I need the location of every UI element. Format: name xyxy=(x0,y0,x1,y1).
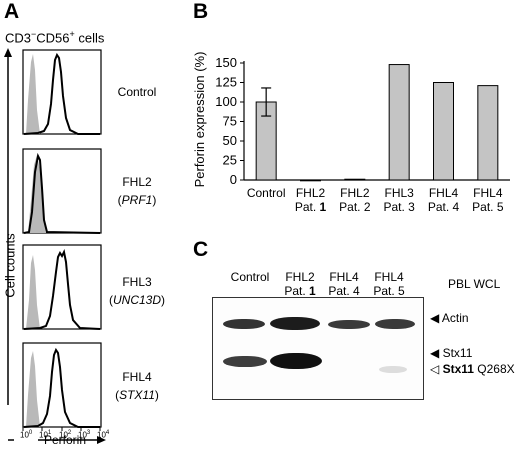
panel-a-title: CD3−CD56+ cells xyxy=(5,29,104,45)
histogram-control xyxy=(22,49,102,135)
x-tick-label: FHL4 xyxy=(473,186,503,200)
row-sublabel: UNC13D xyxy=(112,293,161,307)
y-tick-label: 150 xyxy=(215,55,237,70)
y-tick-label: 50 xyxy=(223,133,237,148)
panel-a-xlabel: Perforin xyxy=(44,433,87,447)
x-tick-label: 104 xyxy=(97,430,110,440)
histogram-fhl2 xyxy=(22,148,102,234)
x-axis-arrowhead xyxy=(97,436,106,444)
row-label-fhl3: FHL3 (UNC13D) xyxy=(102,275,172,307)
band-actin-fhl2 xyxy=(270,317,320,330)
bar xyxy=(300,179,321,182)
bar xyxy=(388,64,410,181)
y-axis-label: Perforin expression (%) xyxy=(192,52,207,188)
x-tick-label-line2: Pat. 1 xyxy=(295,200,327,214)
bar xyxy=(477,85,499,181)
band-actin-pat4 xyxy=(328,320,370,329)
blot-header-pbl-wcl: PBL WCL xyxy=(448,277,501,291)
bar xyxy=(433,82,454,181)
panel-c-letter: C xyxy=(193,238,209,261)
panel-b-letter: B xyxy=(193,0,209,23)
y-tick-label: 25 xyxy=(223,153,237,168)
title-cd3: CD3 xyxy=(5,30,32,46)
lane-label-fhl4-pat4: FHL4 Pat. 4 xyxy=(328,270,360,298)
title-cells: cells xyxy=(74,30,105,46)
bar xyxy=(344,178,366,181)
row-sublabel: STX11 xyxy=(119,388,155,402)
lane-label-fhl2-pat1: FHL2 Pat. 1 xyxy=(284,270,316,298)
title-sup-neg: − xyxy=(31,29,37,39)
x-tick-label-line2: Pat. 2 xyxy=(339,200,371,214)
western-blot xyxy=(212,297,424,400)
row-label-main: FHL3 xyxy=(122,275,152,289)
y-tick-label: 75 xyxy=(223,114,237,129)
row-label-main: FHL2 xyxy=(122,175,152,189)
x-tick-label-line2: Pat. 3 xyxy=(383,200,415,214)
filled-arrow-icon: ◀ xyxy=(430,311,440,325)
open-arrow-icon: ◁ xyxy=(430,362,440,376)
histogram-fhl4 xyxy=(22,342,102,428)
panel-a-ylabel: Cell counts xyxy=(2,233,18,298)
row-label-fhl4: FHL4 (STX11) xyxy=(104,370,170,402)
x-tick-label-line2: Pat. 5 xyxy=(472,200,504,214)
x-tick-label: FHL2 xyxy=(340,186,370,200)
x-tick-label: FHL4 xyxy=(429,186,459,200)
row-label-control: Control xyxy=(117,85,157,99)
band-stx11-fhl2 xyxy=(270,353,322,369)
panel-a-plots xyxy=(4,48,106,444)
histogram-fhl3 xyxy=(22,244,102,330)
filled-arrow-icon: ◀ xyxy=(430,346,440,360)
y-tick-label: 100 xyxy=(215,94,237,109)
row-sublabel: PRF1 xyxy=(121,193,153,207)
label-stx11: ◀ Stx11 xyxy=(430,346,473,360)
lane-label-control: Control xyxy=(230,270,270,284)
label-stx11-q268x: ◁ Stx11 Q268X xyxy=(430,362,515,376)
row-label-main: FHL4 xyxy=(122,370,152,384)
x-tick-label: Control xyxy=(247,186,286,200)
perforin-bar-chart: 0 25 50 75 100 125 150 Perforin expression (%) C… xyxy=(192,52,510,214)
x-tick-label-line2: Pat. 4 xyxy=(428,200,460,214)
x-tick-label: 102 xyxy=(59,430,72,440)
title-sup-pos: + xyxy=(69,29,75,39)
x-tick-label: 103 xyxy=(78,430,91,440)
band-actin-control xyxy=(223,319,265,329)
row-label-fhl2: FHL2 (PRF1) xyxy=(104,175,170,207)
lane-label-fhl4-pat5: FHL4 Pat. 5 xyxy=(373,270,405,298)
y-axis-arrowhead xyxy=(4,48,12,57)
y-tick-label: 125 xyxy=(215,75,237,90)
x-tick-label: FHL3 xyxy=(384,186,414,200)
x-tick-label: 101 xyxy=(39,430,52,440)
title-cd56: CD56 xyxy=(36,30,70,46)
y-tick-label: 0 xyxy=(230,172,237,187)
x-tick-label: 100 xyxy=(20,430,33,440)
band-actin-pat5 xyxy=(375,319,415,329)
band-stx11-pat5 xyxy=(379,366,407,373)
panel-a-letter: A xyxy=(4,0,20,23)
band-stx11-control xyxy=(223,356,267,367)
x-tick-label: FHL2 xyxy=(296,186,326,200)
label-actin: ◀ Actin xyxy=(430,311,469,325)
